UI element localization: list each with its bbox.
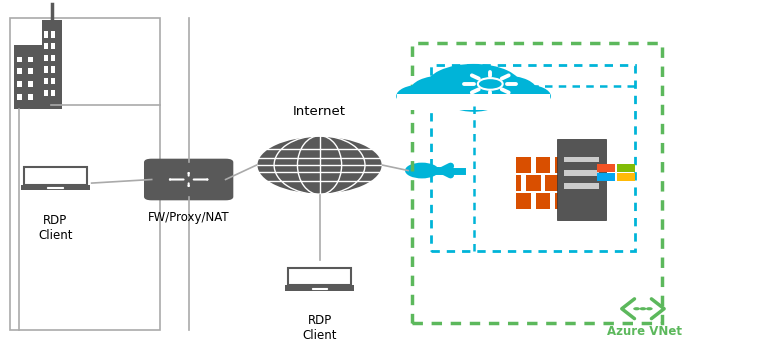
FancyBboxPatch shape (516, 193, 531, 209)
FancyBboxPatch shape (545, 175, 560, 191)
FancyBboxPatch shape (21, 185, 90, 190)
FancyBboxPatch shape (48, 187, 63, 188)
Circle shape (410, 75, 475, 106)
FancyBboxPatch shape (564, 157, 599, 162)
Circle shape (397, 85, 446, 108)
FancyBboxPatch shape (598, 173, 615, 181)
FancyBboxPatch shape (554, 193, 569, 209)
FancyBboxPatch shape (24, 167, 87, 185)
FancyBboxPatch shape (51, 32, 55, 38)
FancyBboxPatch shape (312, 288, 327, 289)
FancyBboxPatch shape (17, 68, 22, 74)
Circle shape (646, 307, 653, 310)
FancyBboxPatch shape (397, 94, 550, 109)
FancyBboxPatch shape (564, 170, 599, 176)
Text: FW/Proxy/NAT: FW/Proxy/NAT (148, 211, 229, 224)
FancyBboxPatch shape (28, 68, 33, 74)
Circle shape (426, 64, 521, 108)
FancyBboxPatch shape (536, 193, 550, 209)
Circle shape (501, 85, 551, 108)
Circle shape (633, 307, 640, 310)
FancyBboxPatch shape (516, 175, 521, 191)
FancyBboxPatch shape (17, 56, 22, 62)
Text: RDP
Client: RDP Client (303, 314, 336, 342)
FancyBboxPatch shape (554, 157, 569, 173)
Circle shape (405, 163, 439, 178)
FancyBboxPatch shape (14, 45, 42, 109)
FancyBboxPatch shape (44, 90, 48, 96)
FancyBboxPatch shape (17, 94, 22, 100)
FancyBboxPatch shape (285, 285, 354, 291)
FancyBboxPatch shape (51, 78, 55, 84)
Text: RDP
Client: RDP Client (38, 214, 72, 242)
Circle shape (472, 75, 537, 106)
FancyBboxPatch shape (617, 164, 634, 172)
FancyBboxPatch shape (28, 81, 33, 87)
FancyBboxPatch shape (44, 66, 48, 73)
FancyBboxPatch shape (564, 183, 599, 189)
FancyBboxPatch shape (564, 175, 569, 191)
FancyBboxPatch shape (598, 164, 615, 172)
Text: Azure VNet: Azure VNet (607, 325, 682, 338)
FancyBboxPatch shape (44, 78, 48, 84)
FancyBboxPatch shape (17, 81, 22, 87)
FancyBboxPatch shape (51, 43, 55, 50)
FancyBboxPatch shape (617, 173, 634, 181)
Circle shape (445, 85, 502, 112)
FancyBboxPatch shape (42, 20, 62, 109)
FancyBboxPatch shape (51, 66, 55, 73)
Circle shape (256, 136, 383, 195)
FancyBboxPatch shape (44, 55, 48, 61)
FancyBboxPatch shape (144, 159, 233, 200)
FancyBboxPatch shape (557, 139, 606, 220)
FancyBboxPatch shape (28, 56, 33, 62)
FancyBboxPatch shape (288, 268, 351, 285)
FancyBboxPatch shape (536, 157, 550, 173)
FancyBboxPatch shape (28, 94, 33, 100)
FancyBboxPatch shape (51, 90, 55, 96)
Circle shape (640, 307, 646, 310)
FancyBboxPatch shape (44, 43, 48, 50)
FancyBboxPatch shape (516, 157, 531, 173)
FancyBboxPatch shape (526, 175, 541, 191)
FancyBboxPatch shape (44, 32, 48, 38)
Text: Internet: Internet (293, 105, 346, 118)
FancyBboxPatch shape (51, 55, 55, 61)
